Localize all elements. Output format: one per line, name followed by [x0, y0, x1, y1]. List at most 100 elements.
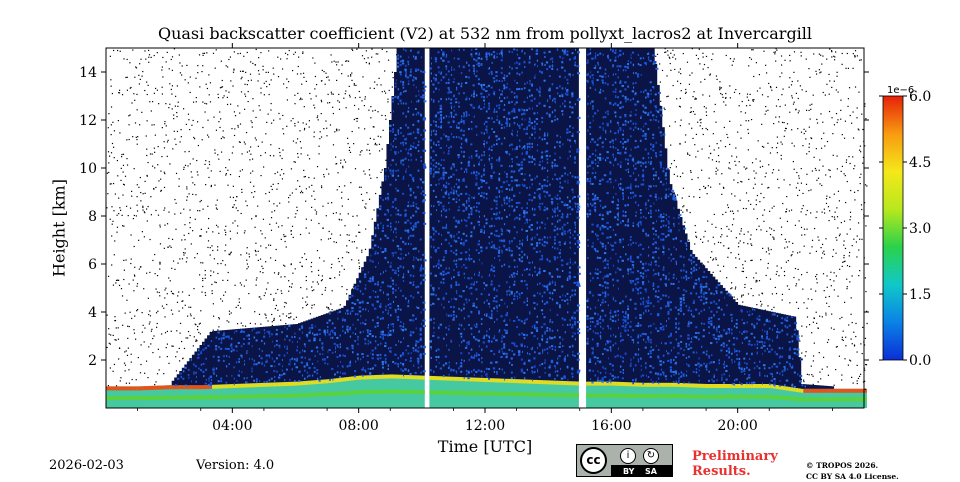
noise-dot	[110, 183, 112, 185]
signal-speckle	[488, 102, 492, 105]
signal-speckle	[394, 197, 398, 200]
signal-speckle	[336, 356, 340, 359]
noise-dot	[383, 90, 386, 92]
signal-speckle	[490, 225, 494, 228]
noise-dot	[154, 253, 156, 256]
noise-dot	[200, 235, 202, 237]
signal-speckle	[479, 194, 483, 197]
signal-speckle	[442, 270, 446, 273]
signal-speckle	[518, 184, 522, 187]
signal-speckle	[454, 97, 458, 100]
noise-dot	[196, 171, 198, 173]
boundary-layer-top-edge	[444, 376, 448, 381]
signal-speckle	[402, 141, 406, 144]
noise-dot	[183, 108, 185, 110]
signal-speckle	[511, 240, 515, 243]
signal-speckle	[397, 365, 401, 368]
signal-speckle	[351, 351, 355, 354]
noise-dot	[158, 103, 160, 105]
noise-dot	[176, 301, 179, 303]
noise-dot	[179, 141, 181, 143]
signal-speckle	[455, 259, 459, 262]
noise-dot	[158, 369, 160, 371]
noise-dot	[152, 337, 154, 340]
signal-speckle	[412, 247, 416, 250]
noise-dot	[316, 250, 319, 252]
noise-dot	[199, 333, 201, 335]
signal-speckle	[475, 154, 479, 157]
noise-dot	[234, 115, 237, 117]
noise-dot	[184, 304, 186, 306]
noise-dot	[263, 82, 265, 84]
signal-speckle	[458, 258, 462, 261]
noise-dot	[286, 58, 288, 60]
signal-speckle	[382, 372, 386, 375]
signal-speckle	[546, 326, 550, 329]
boundary-layer-top-edge	[196, 385, 200, 390]
noise-dot	[368, 109, 370, 111]
noise-dot	[259, 258, 262, 260]
noise-dot	[328, 230, 330, 233]
noise-dot	[125, 259, 127, 261]
signal-speckle	[492, 244, 496, 247]
signal-speckle	[522, 211, 526, 214]
signal-speckle	[515, 156, 519, 159]
signal-column	[477, 48, 481, 378]
noise-dot	[338, 274, 341, 276]
signal-speckle	[485, 90, 489, 93]
noise-dot	[377, 135, 379, 137]
noise-dot	[249, 159, 251, 161]
signal-speckle	[414, 247, 418, 250]
boundary-layer-top-edge	[469, 377, 473, 382]
signal-column	[250, 327, 253, 384]
signal-speckle	[474, 338, 478, 341]
noise-dot	[135, 338, 137, 340]
boundary-layer-top-edge	[409, 375, 413, 380]
signal-speckle	[362, 321, 366, 324]
signal-column	[277, 325, 281, 383]
noise-dot	[327, 93, 329, 95]
noise-dot	[380, 171, 382, 174]
signal-speckle	[316, 333, 320, 336]
noise-dot	[347, 142, 349, 145]
noise-dot	[180, 129, 182, 131]
noise-dot	[163, 307, 165, 309]
noise-dot	[118, 92, 120, 94]
noise-dot	[184, 79, 186, 81]
signal-speckle	[387, 261, 391, 264]
signal-speckle	[419, 333, 423, 336]
signal-speckle	[490, 177, 494, 180]
noise-dot	[299, 98, 301, 101]
noise-dot	[128, 115, 130, 117]
signal-speckle	[432, 83, 436, 86]
signal-column	[181, 367, 185, 386]
boundary-layer-top-edge	[207, 384, 210, 389]
noise-dot	[305, 301, 307, 303]
signal-speckle	[359, 331, 363, 334]
signal-speckle	[455, 283, 459, 286]
boundary-layer-mid-band	[351, 390, 355, 395]
boundary-layer-top-edge	[495, 378, 499, 383]
signal-speckle	[387, 334, 391, 337]
noise-dot	[173, 48, 176, 50]
signal-speckle	[492, 171, 496, 174]
signal-speckle	[512, 342, 516, 345]
noise-dot	[212, 52, 215, 54]
signal-speckle	[455, 298, 459, 301]
noise-dot	[126, 157, 128, 160]
signal-speckle	[477, 57, 481, 60]
boundary-layer-mid-band	[143, 395, 147, 400]
signal-speckle	[470, 257, 474, 260]
boundary-layer-top-edge	[348, 376, 352, 381]
signal-speckle	[543, 209, 547, 212]
signal-speckle	[212, 371, 216, 374]
noise-dot	[279, 202, 281, 204]
signal-speckle	[520, 172, 524, 175]
signal-speckle	[389, 130, 393, 133]
signal-speckle	[275, 333, 279, 336]
signal-speckle	[402, 134, 406, 137]
signal-speckle	[439, 201, 443, 204]
signal-speckle	[531, 370, 535, 373]
signal-speckle	[417, 285, 421, 288]
